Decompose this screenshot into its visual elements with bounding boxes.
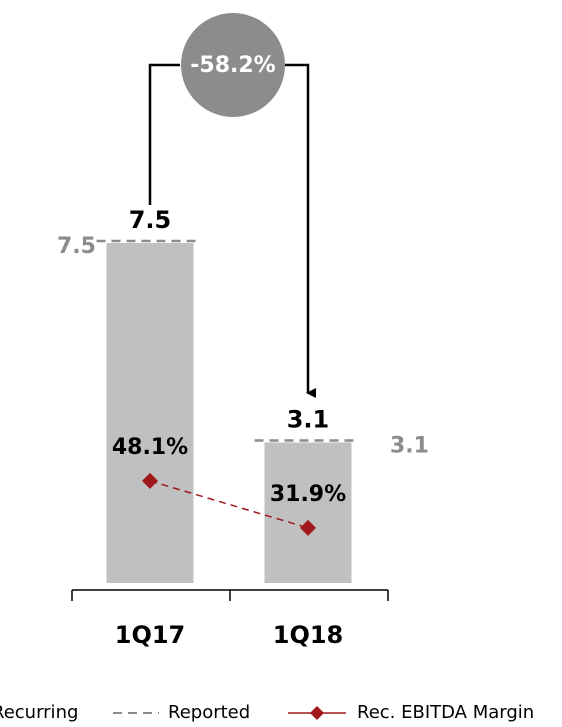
reported-label: 7.5 [57,234,96,259]
legend-label: Recurring [0,702,78,723]
margin-label: 48.1% [112,435,188,460]
bar [106,243,194,583]
change-label: -58.2% [190,53,275,78]
bracket-right [285,63,316,398]
bracket-left [148,63,180,205]
legend-key [310,706,324,720]
bar-label: 7.5 [129,206,172,234]
bar [264,442,352,583]
bar-label: 3.1 [287,405,330,433]
change-badge [181,13,285,117]
reported-label: 3.1 [390,433,429,458]
margin-marker [142,472,158,489]
margin-label: 31.9% [270,482,346,507]
margin-line [149,480,309,529]
legend-label: Reported [168,702,250,723]
margin-marker [300,519,316,536]
legend-label: Rec. EBITDA Margin [357,702,534,723]
x-tick-label: 1Q18 [273,621,344,649]
x-tick-label: 1Q17 [115,621,186,649]
